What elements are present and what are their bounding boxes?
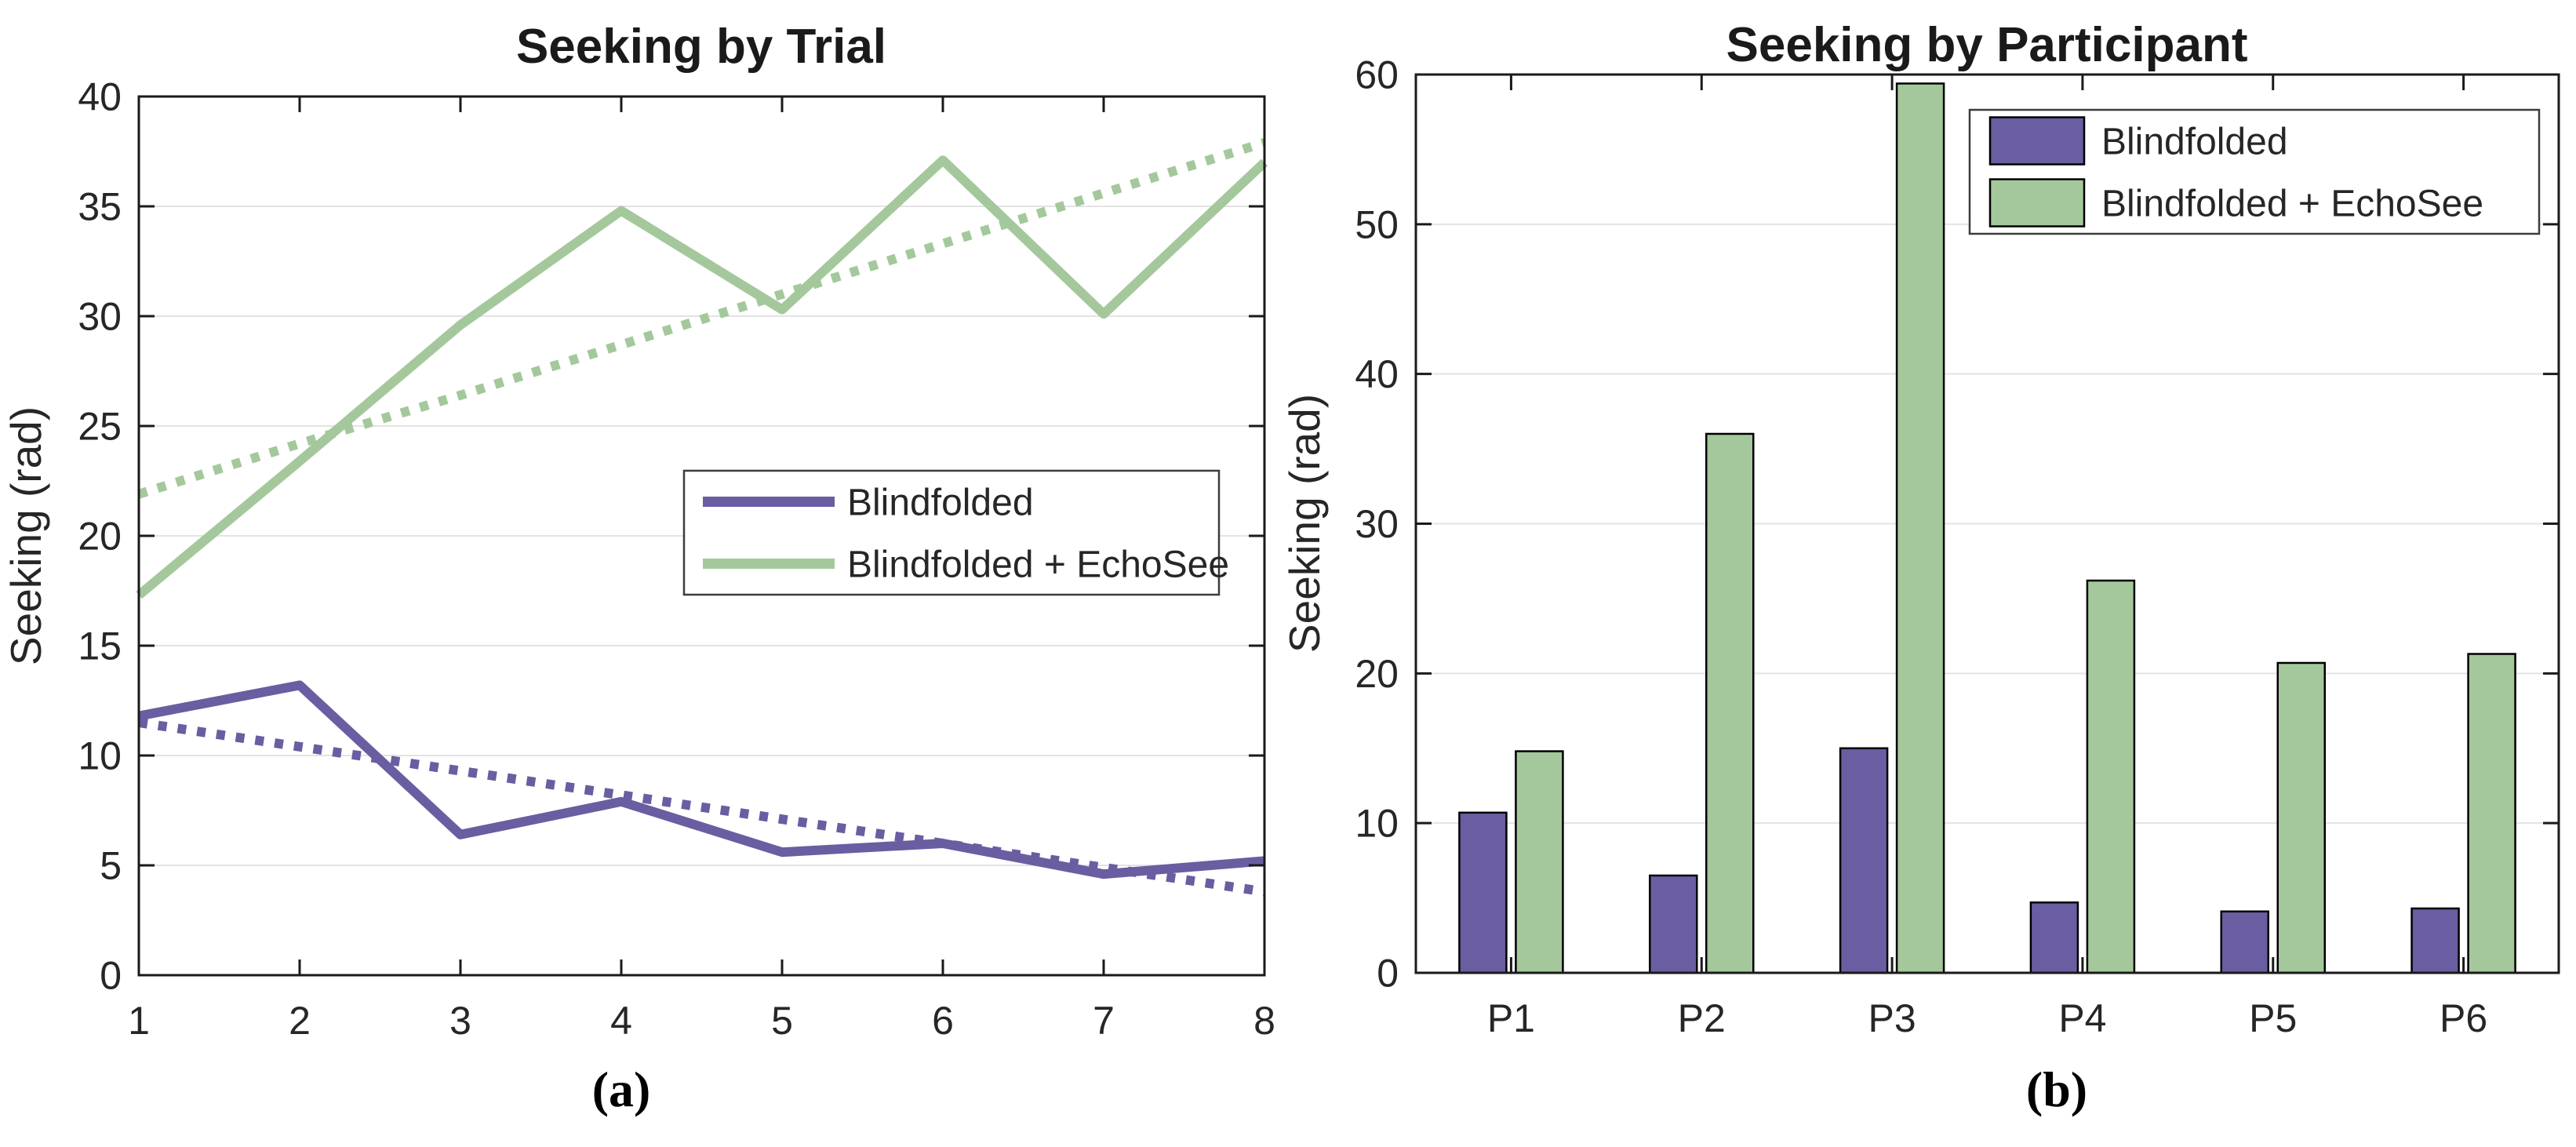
x-tick-label: P6 [2440,996,2487,1040]
legend-box [682,469,1221,596]
series-line [137,680,1265,879]
x-tick-label: 6 [932,999,954,1043]
bar-P4-blindfolded [2029,901,2079,974]
bar-P6-blindfolded [2410,907,2460,974]
y-tick-label: 10 [78,734,122,778]
legend-label: Blindfolded [847,482,1034,523]
chart-title: Seeking by Trial [516,20,886,74]
series-line [136,155,1268,599]
x-tick-label: P1 [1487,996,1535,1040]
y-tick-label: 40 [1355,352,1399,396]
bar-P5-echosee [2276,661,2326,974]
y-tick-label: 35 [78,185,122,229]
x-tick-label: 1 [128,999,150,1043]
legend-label: Blindfolded [2101,121,2288,162]
x-tick-label: 5 [771,999,793,1043]
y-tick-label: 50 [1355,202,1399,246]
y-tick-label: 30 [78,295,122,339]
x-tick-label: P5 [2249,996,2297,1040]
y-axis-label: Seeking (rad) [2,406,50,665]
bar-P6-echosee [2467,653,2516,974]
y-tick-label: 10 [1355,802,1399,846]
bar-P3-blindfolded [1839,747,1889,974]
legend-patch-swatch [1988,116,2086,166]
series-trendline [138,718,1265,897]
line-chart-seeking-by-trial: 0 5 10 15 20 25 30 35 40 1 2 3 4 5 6 7 8 Seeking by Trial… [2,20,1275,1043]
bar-chart-seeking-by-participant: 0 10 20 30 40 50 60 P1 P2 P3 P4 P5 P6 Seeking by Part… [1280,18,2560,1040]
legend-patch-swatch [1988,178,2086,228]
x-tick-label: 8 [1253,999,1275,1043]
y-tick-label: 30 [1355,502,1399,546]
y-tick-label: 5 [100,844,122,888]
x-tick-label: P2 [1678,996,1726,1040]
x-tick-label: 4 [610,999,632,1043]
x-tick-label: 3 [449,999,471,1043]
y-tick-label: 0 [100,954,122,998]
y-tick-label: 40 [78,75,122,119]
y-tick-label: 60 [1355,53,1399,97]
x-tick-label: 2 [289,999,311,1043]
chart-title: Seeking by Participant [1726,18,2248,72]
y-tick-label: 20 [1355,652,1399,696]
legend-label: Blindfolded + EchoSee [847,544,1229,585]
y-tick-label: 20 [78,515,122,559]
bar-P1-echosee [1515,750,1564,974]
y-axis-label: Seeking (rad) [1280,394,1329,653]
panel-label-a: (a) [591,1061,651,1117]
x-tick-label: P3 [1868,996,1916,1040]
bar-P3-echosee [1895,82,1945,974]
bar-P2-blindfolded [1649,874,1698,974]
x-tick-label: 7 [1093,999,1115,1043]
bar-P1-blindfolded [1458,811,1508,974]
bar-P2-echosee [1705,432,1755,974]
series-trendline [137,138,1266,499]
x-tick-label: P4 [2058,996,2106,1040]
bar-P5-blindfolded [2220,910,2269,974]
panel-label-b: (b) [2025,1061,2088,1117]
y-tick-label: 25 [78,405,122,449]
bar-P4-echosee [2086,579,2136,974]
legend-label: Blindfolded + EchoSee [2101,183,2483,224]
y-tick-label: 15 [78,624,122,668]
y-tick-label: 0 [1377,952,1399,996]
